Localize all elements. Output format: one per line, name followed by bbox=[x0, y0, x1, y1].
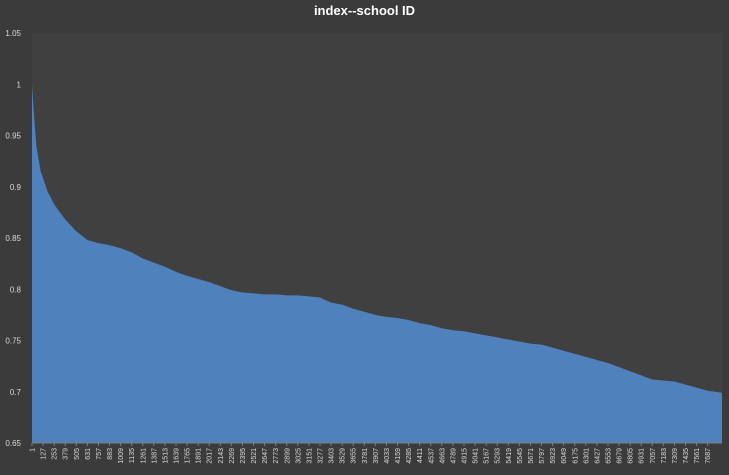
x-tick-label: 1 bbox=[30, 448, 37, 452]
x-tick-label: 5041 bbox=[473, 448, 480, 464]
x-tick-label: 4411 bbox=[417, 448, 424, 463]
area-series bbox=[32, 84, 722, 443]
x-tick-label: 7687 bbox=[705, 448, 712, 464]
x-tick-label: 5293 bbox=[495, 448, 502, 464]
x-tick-label: 3025 bbox=[295, 448, 302, 464]
x-tick-label: 6805 bbox=[628, 448, 635, 464]
x-tick-label: 6931 bbox=[639, 448, 646, 464]
x-tick-label: 253 bbox=[52, 448, 59, 460]
x-tick-label: 2269 bbox=[229, 448, 236, 464]
x-tick-label: 4663 bbox=[439, 448, 446, 464]
x-tick-label: 5167 bbox=[484, 448, 491, 464]
x-tick-label: 883 bbox=[107, 448, 114, 460]
x-tick-label: 7057 bbox=[650, 448, 657, 464]
x-tick-label: 1765 bbox=[185, 448, 192, 464]
x-tick-label: 6301 bbox=[583, 448, 590, 464]
chart-title: index--school ID bbox=[313, 3, 416, 18]
y-tick-label: 0.8 bbox=[10, 285, 22, 294]
x-tick-label: 6553 bbox=[605, 448, 612, 464]
x-tick-label: 1387 bbox=[151, 448, 158, 464]
y-tick-label: 0.7 bbox=[10, 388, 22, 397]
x-tick-label: 6679 bbox=[617, 448, 624, 464]
x-tick-label: 4033 bbox=[384, 448, 391, 464]
y-tick-label: 0.65 bbox=[5, 439, 21, 448]
x-tick-label: 2773 bbox=[273, 448, 280, 464]
x-tick-label: 2899 bbox=[284, 448, 291, 464]
x-tick-label: 5419 bbox=[506, 448, 513, 464]
x-tick-label: 379 bbox=[63, 448, 70, 460]
x-tick-label: 4159 bbox=[395, 448, 402, 464]
x-tick-label: 3781 bbox=[362, 448, 369, 464]
y-tick-label: 1 bbox=[17, 80, 22, 89]
x-tick-label: 3529 bbox=[340, 448, 347, 464]
x-tick-label: 3403 bbox=[329, 448, 336, 464]
x-tick-label: 2395 bbox=[240, 448, 247, 464]
y-axis: 0.65 0.7 0.75 0.8 0.85 0.9 0.95 1 1.05 bbox=[5, 29, 21, 448]
x-tick-label: 631 bbox=[85, 448, 92, 460]
x-tick-label: 1639 bbox=[173, 448, 180, 464]
x-tick-label: 7309 bbox=[672, 448, 679, 464]
x-tick-label: 3655 bbox=[351, 448, 358, 464]
x-axis: 1 127 253 379 505 631 757 883 1009 1135 1261 1387 15… bbox=[30, 442, 722, 464]
x-tick-label: 5545 bbox=[517, 448, 524, 464]
x-tick-label: 2521 bbox=[251, 448, 258, 464]
x-tick-label: 127 bbox=[41, 448, 48, 460]
x-tick-label: 6049 bbox=[561, 448, 568, 464]
x-tick-label: 2647 bbox=[262, 448, 269, 464]
x-tick-label: 1513 bbox=[162, 448, 169, 464]
x-tick-label: 3907 bbox=[373, 448, 380, 464]
x-tick-label: 4915 bbox=[461, 448, 468, 464]
y-tick-label: 0.85 bbox=[5, 234, 21, 243]
x-tick-label: 4537 bbox=[428, 448, 435, 464]
x-tick-label: 1009 bbox=[118, 448, 125, 464]
x-tick-label: 1891 bbox=[196, 448, 203, 464]
x-tick-label: 3277 bbox=[317, 448, 324, 464]
area-fill bbox=[32, 84, 722, 443]
x-tick-label: 4789 bbox=[450, 448, 457, 464]
x-tick-label: 5797 bbox=[539, 448, 546, 464]
y-tick-label: 0.75 bbox=[5, 337, 21, 346]
x-tick-label: 757 bbox=[96, 448, 103, 460]
x-tick-label: 2143 bbox=[218, 448, 225, 464]
x-tick-label: 6175 bbox=[572, 448, 579, 464]
x-tick-label: 1261 bbox=[140, 448, 147, 464]
x-tick-label: 5923 bbox=[550, 448, 557, 464]
x-tick-label: 1135 bbox=[129, 448, 136, 463]
x-tick-label: 5671 bbox=[528, 448, 535, 464]
x-tick-label: 3151 bbox=[306, 448, 313, 464]
y-tick-label: 1.05 bbox=[5, 29, 21, 38]
x-tick-label: 7435 bbox=[683, 448, 690, 464]
x-tick-label: 4285 bbox=[406, 448, 413, 464]
x-tick-label: 7183 bbox=[661, 448, 668, 464]
x-tick-label: 2017 bbox=[207, 448, 214, 464]
x-tick-label: 505 bbox=[74, 448, 81, 460]
y-tick-label: 0.9 bbox=[10, 183, 22, 192]
x-tick-label: 7561 bbox=[694, 448, 701, 464]
y-tick-label: 0.95 bbox=[5, 132, 21, 141]
x-tick-label: 6427 bbox=[594, 448, 601, 464]
